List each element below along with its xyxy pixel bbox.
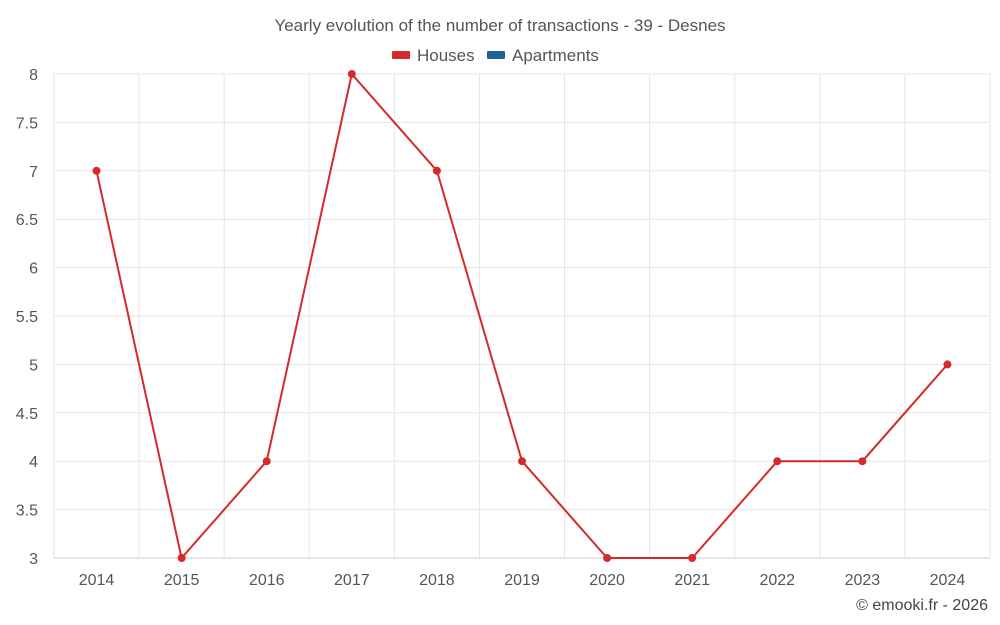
y-axis-tick-labels: 3 3.5 4 4.5 5 5.5 6 6.5 7 7.5 8: [16, 67, 38, 568]
legend-item-apartments[interactable]: Apartments: [487, 46, 599, 65]
y-tick-label: 5: [29, 357, 38, 374]
y-tick-label: 4: [29, 454, 38, 471]
legend-swatch-apartments: [487, 51, 505, 59]
x-axis-tick-labels: 2014 2015 2016 2017 2018 2019 2020 2021 2022 2023…: [79, 572, 966, 589]
grid-lines: [53, 73, 991, 559]
data-point[interactable]: [432, 166, 441, 175]
x-tick-label: 2022: [759, 572, 795, 589]
legend-label-apartments: Apartments: [512, 46, 599, 65]
legend: Houses Apartments: [392, 46, 599, 65]
x-tick-label: 2014: [79, 572, 115, 589]
y-tick-label: 4.5: [16, 406, 38, 423]
x-tick-label: 2020: [589, 572, 625, 589]
data-point[interactable]: [603, 554, 612, 562]
legend-item-houses[interactable]: Houses: [392, 46, 475, 65]
y-tick-label: 3.5: [16, 503, 38, 520]
x-tick-label: 2024: [930, 572, 966, 589]
data-point[interactable]: [262, 457, 271, 466]
legend-label-houses: Houses: [417, 46, 475, 65]
legend-swatch-houses: [392, 51, 410, 59]
y-tick-label: 3: [29, 551, 38, 568]
data-point[interactable]: [688, 554, 697, 562]
y-tick-label: 6: [29, 261, 38, 278]
x-tick-label: 2018: [419, 572, 455, 589]
data-point[interactable]: [347, 70, 356, 78]
data-point[interactable]: [177, 554, 186, 562]
series-houses: [92, 70, 952, 562]
y-tick-label: 7: [29, 164, 38, 181]
y-tick-label: 8: [29, 67, 38, 84]
y-tick-label: 7.5: [16, 115, 38, 132]
x-tick-label: 2019: [504, 572, 540, 589]
y-tick-label: 6.5: [16, 212, 38, 229]
y-tick-label: 5.5: [16, 309, 38, 326]
data-point[interactable]: [858, 457, 867, 466]
data-point[interactable]: [943, 360, 952, 369]
data-point[interactable]: [518, 457, 526, 466]
chart-title: Yearly evolution of the number of transa…: [274, 16, 725, 35]
credit-text: © emooki.fr - 2026: [856, 597, 988, 614]
x-tick-label: 2023: [845, 572, 881, 589]
x-tick-label: 2017: [334, 572, 370, 589]
x-tick-label: 2015: [164, 572, 200, 589]
x-tick-label: 2016: [249, 572, 285, 589]
data-point[interactable]: [773, 457, 782, 466]
data-point[interactable]: [92, 166, 101, 175]
x-tick-label: 2021: [674, 572, 710, 589]
